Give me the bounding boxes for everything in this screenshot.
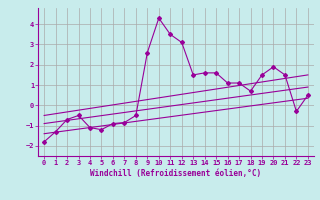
X-axis label: Windchill (Refroidissement éolien,°C): Windchill (Refroidissement éolien,°C) — [91, 169, 261, 178]
